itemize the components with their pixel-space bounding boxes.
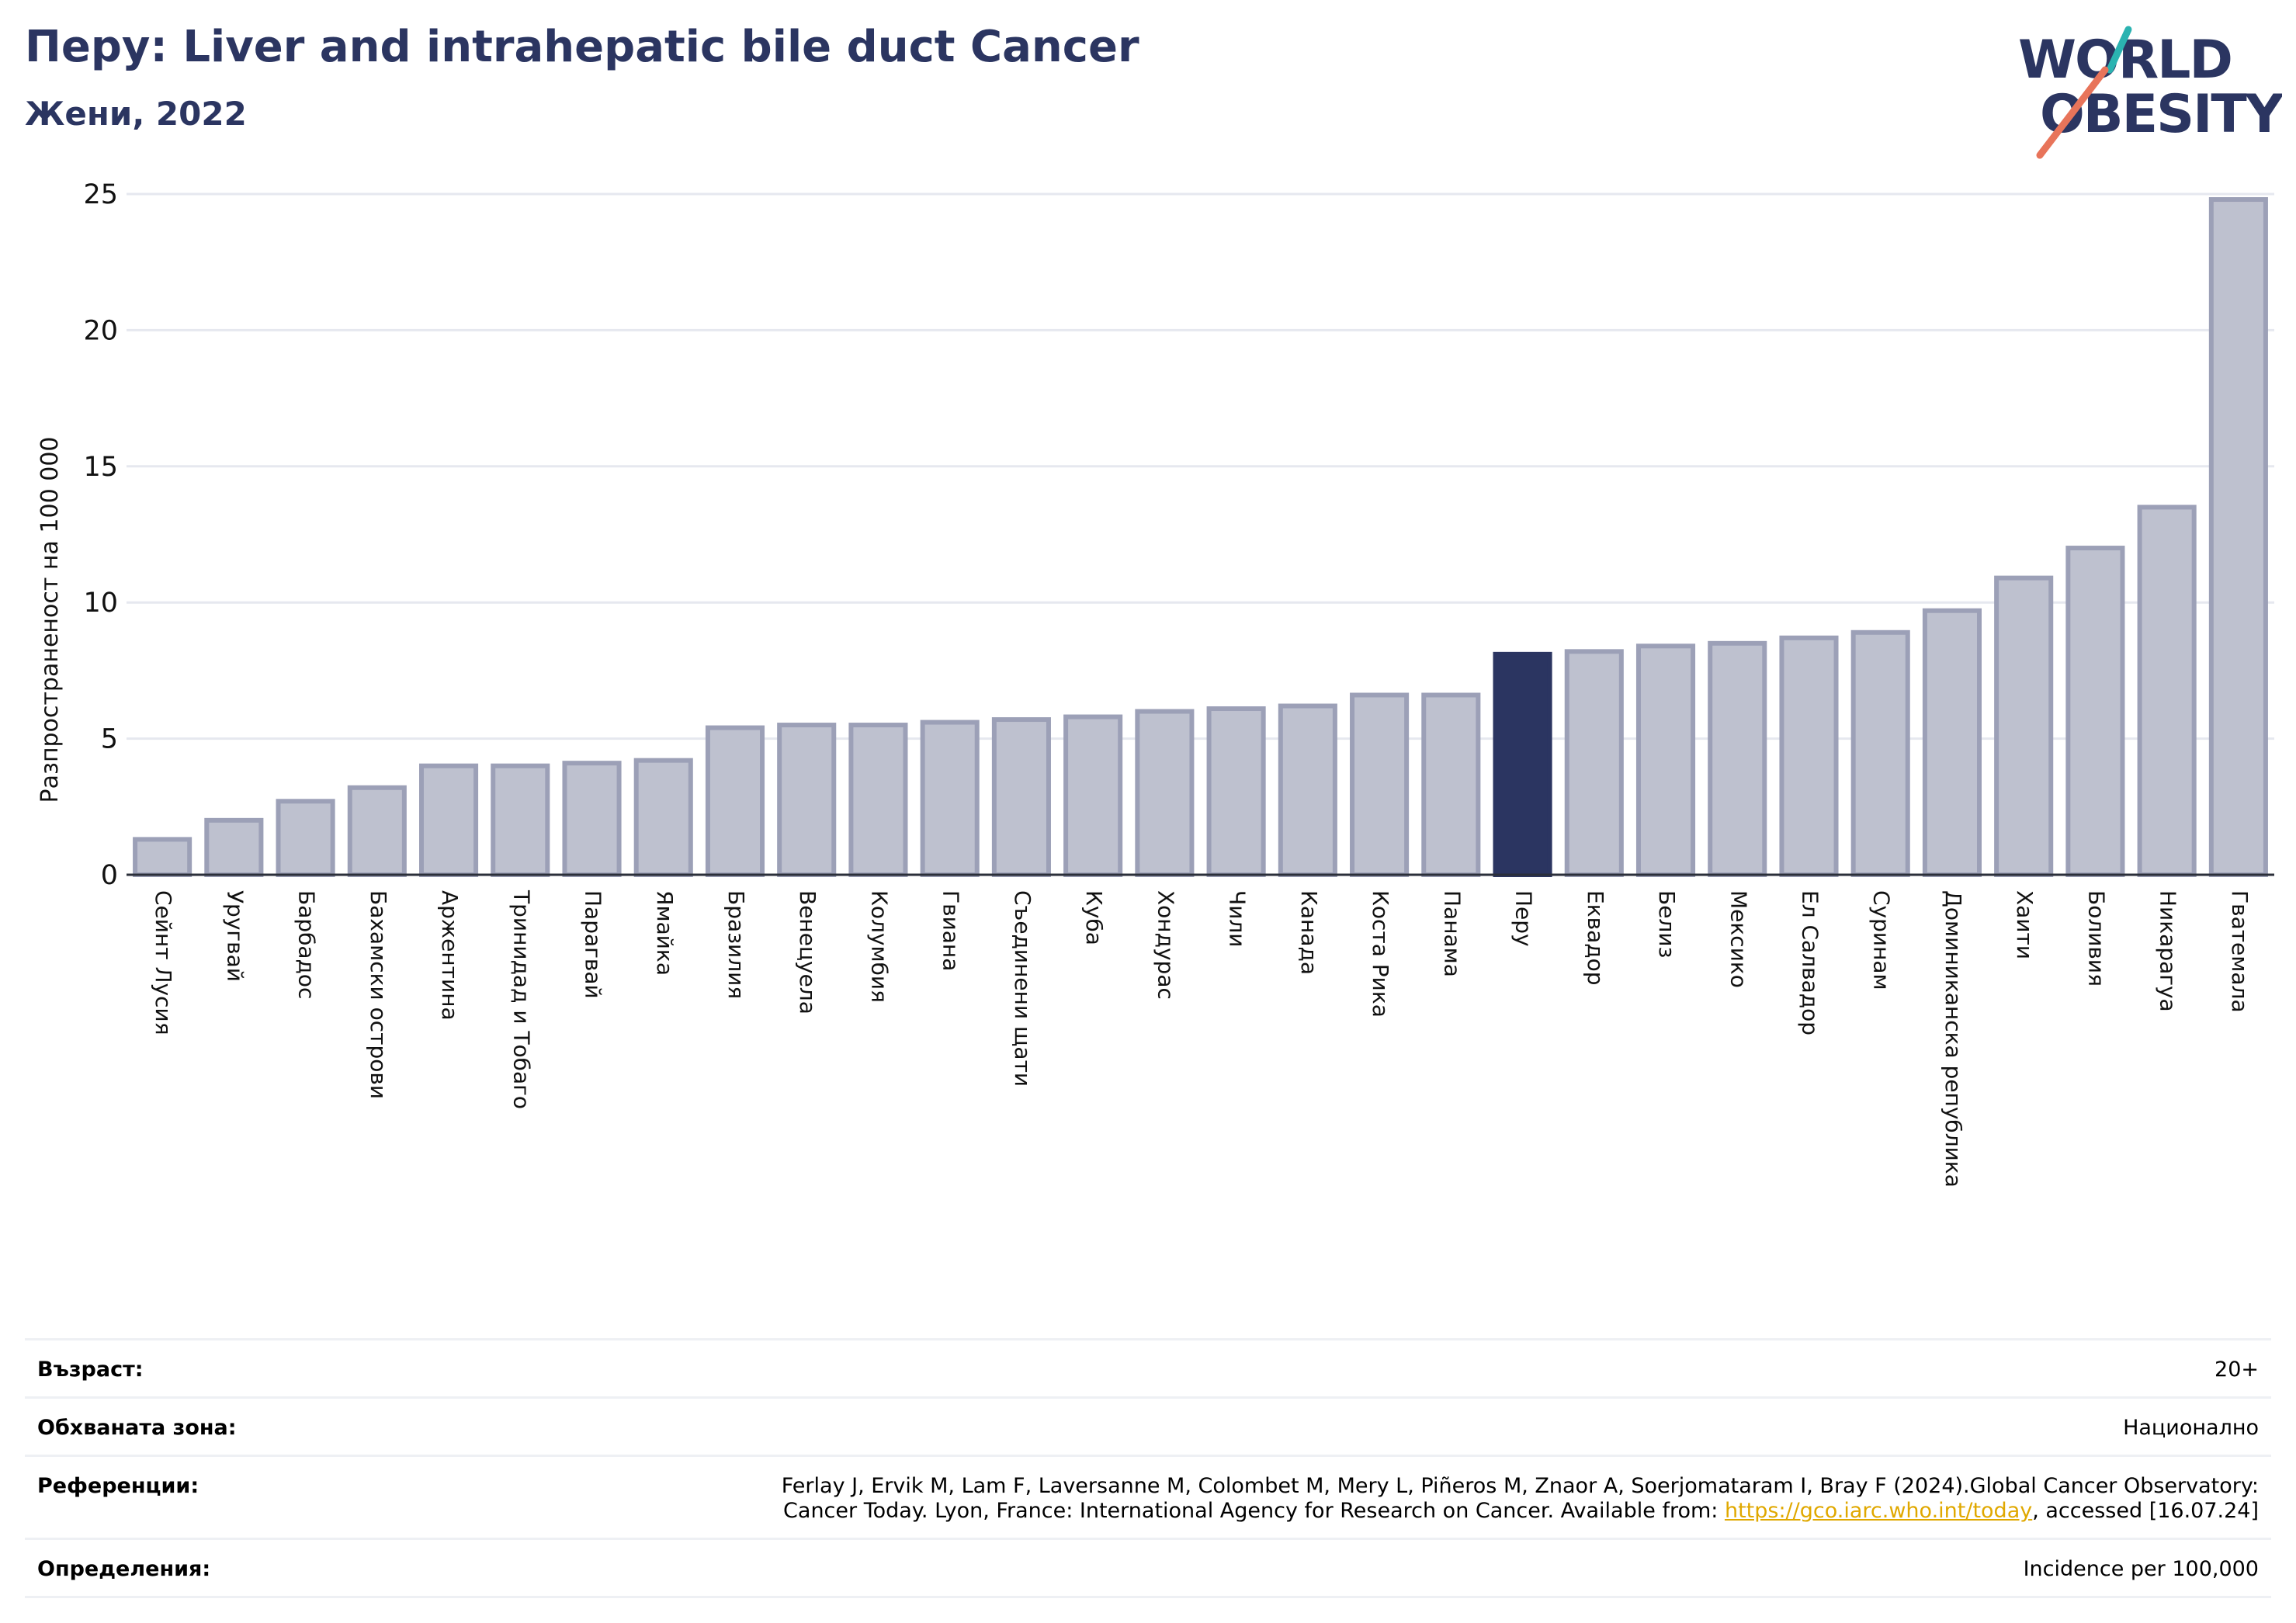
bar [1421, 692, 1481, 877]
bar [2137, 505, 2197, 877]
logo-line2: OBESITY [2040, 84, 2282, 145]
x-tick-label: Уругвай [222, 890, 248, 982]
x-tick-label: Ел Салвадор [1797, 890, 1823, 1035]
x-tick-label: Ямайка [652, 890, 678, 976]
x-tick-label: Доминиканска република [1941, 890, 1966, 1188]
bar [1063, 714, 1123, 878]
age-value: 20+ [2214, 1358, 2259, 1382]
x-tick-label: Суринам [1869, 890, 1895, 990]
bar [1350, 692, 1410, 877]
x-tick-label: Бразилия [723, 890, 749, 999]
references-line2-post: , accessed [16.07.24] [2032, 1499, 2259, 1523]
y-tick-label: 10 [83, 588, 118, 619]
bar [1278, 703, 1337, 878]
info-row-age: Възраст: 20+ [25, 1338, 2271, 1396]
x-tick-label: Аржентина [437, 890, 463, 1021]
bar-chart: 0 5 10 15 20 25 Сейнт Лусия Уругвай Барбадос Бах… [36, 179, 2274, 1188]
bar [2208, 197, 2268, 877]
x-tick-label: Сейнт Лусия [151, 890, 176, 1035]
x-tick-label: Перу [1511, 890, 1537, 947]
x-tick-label: Парагвай [581, 890, 606, 999]
info-row-coverage: Обхваната зона: Национално [25, 1396, 2271, 1455]
x-tick-label: Панама [1439, 890, 1465, 977]
bar [2065, 546, 2125, 877]
references-label: Референции: [37, 1474, 199, 1498]
bar [491, 763, 550, 877]
age-label: Възраст: [37, 1358, 144, 1382]
bar [633, 758, 693, 877]
x-tick-label: Хондурас [1153, 890, 1178, 1000]
logo-slash-coral [2036, 66, 2109, 159]
y-tick-label: 0 [101, 860, 118, 891]
bar [347, 785, 407, 878]
x-tick-label: Коста Рика [1368, 890, 1393, 1018]
coverage-label: Обхваната зона: [37, 1416, 237, 1440]
bar [562, 761, 622, 877]
x-tick-label: Канада [1296, 890, 1322, 975]
x-tick-label: Съединени щати [1010, 890, 1035, 1087]
x-tick-label: Боливия [2083, 890, 2109, 987]
bar-highlighted [1493, 651, 1552, 877]
bar [1994, 575, 2054, 877]
y-axis-label: Разпространеност на 100 000 [36, 437, 64, 803]
definitions-label: Определения: [37, 1557, 211, 1581]
bar [848, 723, 908, 877]
references-line2-pre: Cancer Today. Lyon, France: Internationa… [783, 1499, 1725, 1523]
bar [1850, 629, 1910, 878]
bar [419, 763, 479, 877]
coverage-value: Национално [2123, 1416, 2259, 1440]
bars [133, 197, 2268, 878]
x-tick-label: Гватемала [2227, 890, 2253, 1013]
x-axis-labels: Сейнт Лусия Уругвай Барбадос Бахамски остро… [151, 890, 2253, 1188]
bar [1779, 635, 1839, 878]
x-tick-label: Хаити [2012, 890, 2038, 959]
x-tick-label: Колумбия [866, 890, 892, 1003]
x-tick-label: Еквадор [1583, 890, 1608, 986]
bar [1135, 709, 1195, 878]
bar [777, 723, 837, 877]
x-tick-label: Барбадос [294, 890, 320, 999]
info-row-definitions: Определения: Incidence per 100,000 [25, 1538, 2271, 1598]
chart-subtitle: Жени, 2022 [25, 95, 247, 133]
x-tick-label: Белиз [1654, 890, 1680, 958]
bar [133, 837, 192, 877]
bar [1708, 640, 1767, 877]
y-tick-label: 20 [83, 315, 118, 346]
bar [920, 720, 980, 877]
x-tick-label: Чили [1225, 890, 1250, 948]
y-tick-label: 25 [83, 179, 118, 210]
bar [991, 717, 1051, 877]
x-tick-label: Венецуела [795, 890, 820, 1014]
chart-title: Перу: Liver and intrahepatic bile duct C… [25, 22, 1139, 72]
y-tick-label: 15 [83, 452, 118, 483]
x-tick-label: Гвиана [938, 890, 964, 971]
x-tick-label: Куба [1081, 890, 1107, 945]
x-tick-label: Мексико [1725, 890, 1751, 988]
references-value: Ferlay J, Ervik M, Lam F, Laversanne M, … [782, 1474, 2259, 1524]
logo-slash-teal [2106, 26, 2132, 74]
bar [1922, 608, 1982, 877]
bar [705, 725, 765, 877]
x-tick-label: Тринидад и Тобаго [508, 890, 534, 1109]
grid-lines [127, 192, 2274, 740]
bar [1564, 649, 1624, 877]
world-obesity-logo: WORLD OBESITY [2018, 26, 2282, 159]
references-line1: Ferlay J, Ervik M, Lam F, Laversanne M, … [781, 1474, 2259, 1498]
info-row-references: Референции: Ferlay J, Ervik M, Lam F, La… [25, 1455, 2271, 1538]
y-tick-label: 5 [101, 724, 118, 755]
definitions-value: Incidence per 100,000 [2023, 1557, 2259, 1581]
references-link[interactable]: https://gco.iarc.who.int/today [1724, 1499, 2033, 1523]
bar [204, 817, 264, 877]
info-table: Възраст: 20+ Обхваната зона: Национално … [25, 1338, 2271, 1598]
bar [1206, 706, 1266, 878]
x-tick-label: Никарагуа [2156, 890, 2181, 1012]
bar [1635, 643, 1696, 877]
x-tick-label: Бахамски острови [366, 890, 391, 1099]
y-axis-ticks: 0 5 10 15 20 25 [83, 179, 118, 891]
bar [276, 799, 335, 878]
